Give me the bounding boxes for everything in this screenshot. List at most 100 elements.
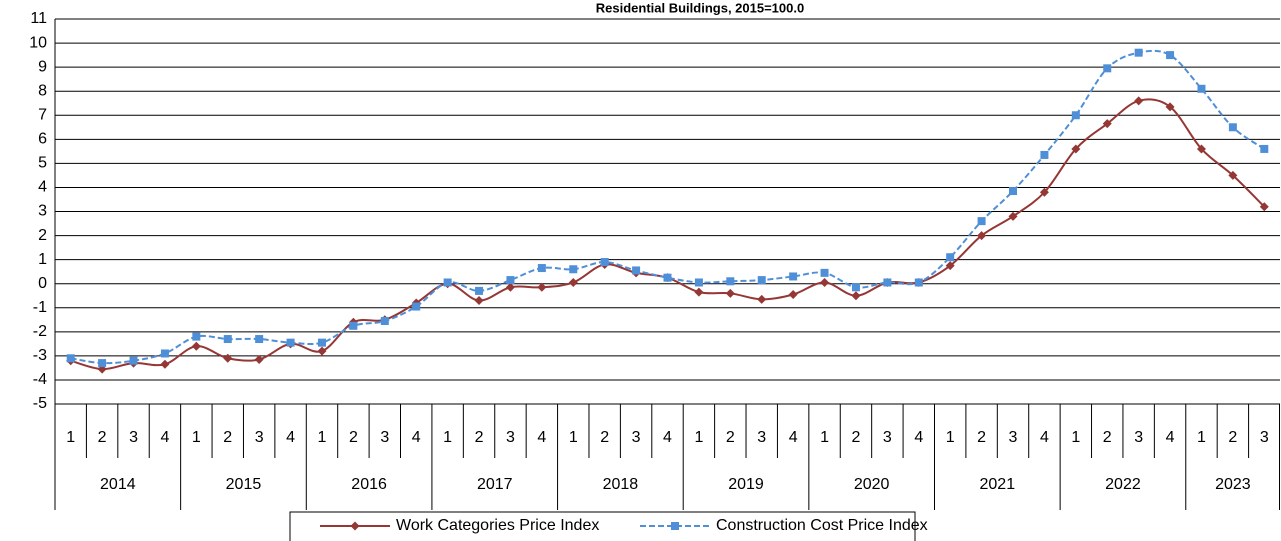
point (883, 278, 892, 287)
point (191, 341, 201, 351)
x-group-label: 2018 (603, 476, 639, 493)
point (475, 286, 484, 295)
point (506, 276, 515, 285)
point (412, 302, 421, 311)
x-tick-label: 1 (569, 429, 578, 446)
point (945, 261, 955, 271)
point (223, 353, 233, 363)
x-tick-label: 3 (129, 429, 138, 446)
point (1102, 119, 1112, 129)
point (286, 338, 295, 347)
x-tick-label: 4 (1040, 429, 1049, 446)
x-group-label: 2020 (854, 476, 890, 493)
x-tick-label: 3 (255, 429, 264, 446)
x-tick-label: 4 (914, 429, 923, 446)
point (129, 356, 138, 365)
point (1165, 102, 1175, 112)
point (349, 321, 358, 330)
legend-box (289, 511, 916, 541)
x-tick-label: 1 (1071, 429, 1080, 446)
point (946, 253, 955, 262)
y-tick-label: 6 (38, 131, 47, 148)
x-tick-label: 1 (820, 429, 829, 446)
x-tick-label: 2 (223, 429, 232, 446)
point (1039, 187, 1049, 197)
point (192, 332, 201, 341)
point (1228, 170, 1238, 180)
point (537, 264, 546, 273)
point (66, 354, 75, 363)
x-group-label: 2021 (980, 476, 1016, 493)
x-tick-label: 4 (663, 429, 672, 446)
x-tick-label: 2 (1228, 429, 1237, 446)
point (1103, 64, 1112, 73)
point (788, 290, 798, 300)
point (600, 258, 609, 267)
y-tick-label: 5 (38, 155, 47, 172)
y-tick-label: 9 (38, 58, 47, 75)
point (977, 231, 987, 241)
point (1008, 211, 1018, 221)
y-tick-label: -2 (33, 323, 47, 340)
point (1228, 123, 1237, 132)
x-group-label: 2022 (1105, 476, 1141, 493)
point (694, 287, 704, 297)
point (632, 266, 641, 275)
y-tick-label: 11 (30, 10, 47, 27)
x-tick-label: 3 (757, 429, 766, 446)
x-tick-label: 3 (883, 429, 892, 446)
y-tick-label: -4 (33, 371, 47, 388)
x-group-label: 2014 (100, 476, 136, 493)
point (1009, 187, 1018, 196)
point (977, 217, 986, 226)
x-group-label: 2019 (728, 476, 764, 493)
x-group-label: 2015 (226, 476, 262, 493)
legend-label: Construction Cost Price Index (716, 517, 928, 534)
y-tick-label: 7 (38, 106, 47, 123)
chart-title: Residential Buildings, 2015=100.0 (596, 0, 804, 15)
y-tick-label: -1 (33, 299, 47, 316)
point (1134, 96, 1144, 106)
legend-label: Work Categories Price Index (396, 517, 599, 534)
point (914, 278, 923, 287)
x-tick-label: 4 (789, 429, 798, 446)
x-tick-label: 3 (1009, 429, 1018, 446)
y-tick-label: 0 (38, 275, 47, 292)
point (851, 291, 861, 301)
point (317, 338, 326, 347)
point (98, 359, 107, 368)
point (474, 296, 484, 306)
x-tick-label: 1 (192, 429, 201, 446)
point (569, 265, 578, 274)
point (789, 272, 798, 281)
point (1071, 111, 1080, 120)
x-tick-label: 2 (600, 429, 609, 446)
series-line (70, 49, 1265, 365)
x-tick-label: 2 (977, 429, 986, 446)
x-tick-label: 2 (852, 429, 861, 446)
point (1197, 84, 1206, 93)
x-tick-label: 1 (318, 429, 327, 446)
x-tick-label: 1 (66, 429, 75, 446)
x-group-label: 2017 (477, 476, 513, 493)
point (160, 349, 169, 358)
legend-marker (350, 521, 360, 531)
x-tick-label: 2 (726, 429, 735, 446)
y-tick-label: 10 (29, 34, 47, 51)
point (1040, 150, 1049, 159)
legend-marker (671, 522, 679, 530)
x-tick-label: 3 (1260, 429, 1269, 446)
x-tick-label: 3 (380, 429, 389, 446)
point (255, 335, 264, 344)
point (160, 359, 170, 369)
y-tick-label: -3 (33, 347, 47, 364)
point (1071, 144, 1081, 154)
point (694, 278, 703, 287)
y-tick-label: 4 (38, 179, 47, 196)
point (1259, 202, 1269, 212)
point (1166, 51, 1175, 60)
point (1260, 144, 1269, 153)
x-tick-label: 1 (946, 429, 955, 446)
x-tick-label: 4 (160, 429, 169, 446)
point (851, 283, 860, 292)
